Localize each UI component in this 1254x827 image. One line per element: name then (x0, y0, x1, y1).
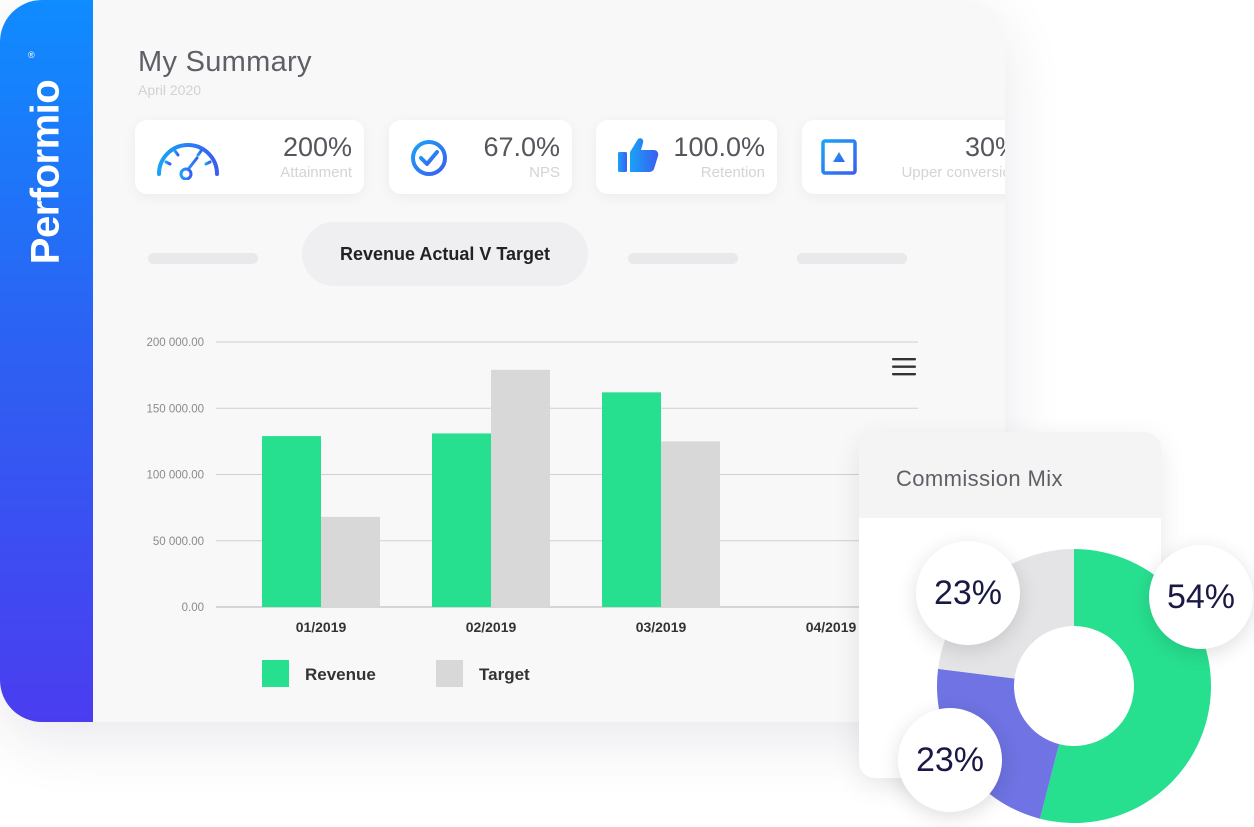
bar-target[interactable] (661, 441, 720, 607)
revenue-bar-chart: 200 000.00 150 000.00 100 000.00 50 000.00 0… (146, 337, 918, 687)
kpi-value: 100.0% (673, 132, 765, 162)
page-title: My Summary (138, 46, 312, 78)
y-tick-label: 0.00 (182, 602, 204, 614)
kpi-card-attainment[interactable]: 200% Attainment (135, 120, 364, 194)
bar-target[interactable] (321, 516, 380, 607)
bar-revenue[interactable] (262, 436, 321, 607)
kpi-label: NPS (529, 164, 560, 181)
tab-placeholder[interactable] (797, 253, 907, 264)
y-tick-label: 100 000.00 (146, 470, 204, 482)
y-tick-label: 200 000.00 (146, 337, 204, 349)
speedometer-icon (155, 143, 221, 180)
tab-placeholder[interactable] (628, 253, 738, 264)
y-tick-label: 150 000.00 (146, 403, 204, 415)
bar-revenue[interactable] (432, 433, 491, 607)
x-tick-label: 02/2019 (466, 619, 517, 635)
arrow-up-box-icon (821, 139, 857, 175)
legend-swatch[interactable] (262, 660, 289, 687)
kpi-label: Attainment (280, 164, 352, 181)
kpi-value: 30% (964, 132, 1005, 162)
registered-mark: ® (28, 50, 35, 60)
x-tick-label: 04/2019 (806, 619, 857, 635)
bar-target[interactable] (491, 369, 550, 607)
kpi-card-nps[interactable]: 67.0% NPS (389, 120, 572, 194)
bar-revenue[interactable] (602, 392, 661, 607)
page-subtitle: April 2020 (138, 82, 202, 98)
y-tick-label: 50 000.00 (153, 536, 204, 548)
kpi-card-upper-conversion[interactable]: 30% Upper conversion (802, 120, 1005, 194)
app-card: Performio ® My Summary April 2020 200% A… (0, 0, 1005, 722)
x-tick-label: 03/2019 (636, 619, 687, 635)
commission-mix-title: Commission Mix (896, 466, 1063, 491)
legend-label[interactable]: Revenue (305, 665, 376, 684)
kpi-label: Retention (700, 164, 765, 181)
brand-logo[interactable]: Performio (23, 79, 68, 265)
kpi-card-retention[interactable]: 100.0% Retention (596, 120, 777, 194)
thumbs-up-icon (618, 138, 659, 172)
kpi-label: Upper conversion (901, 164, 1005, 181)
check-circle-icon (411, 140, 447, 176)
legend-label[interactable]: Target (479, 665, 530, 684)
pct-label-green: 54% (1149, 545, 1253, 649)
kpi-value: 67.0% (483, 132, 560, 162)
sidebar: Performio ® (0, 0, 93, 722)
kpi-value: 200% (282, 132, 352, 162)
tab-placeholder[interactable] (148, 253, 258, 264)
legend-swatch[interactable] (436, 660, 463, 687)
hamburger-menu-icon[interactable] (892, 357, 916, 377)
commission-mix-header (859, 432, 1161, 518)
pct-label-gray: 23% (916, 541, 1020, 645)
pct-label-purple: 23% (898, 708, 1002, 812)
x-tick-label: 01/2019 (296, 619, 347, 635)
tab-revenue-actual-v-target[interactable]: Revenue Actual V Target (302, 222, 588, 286)
